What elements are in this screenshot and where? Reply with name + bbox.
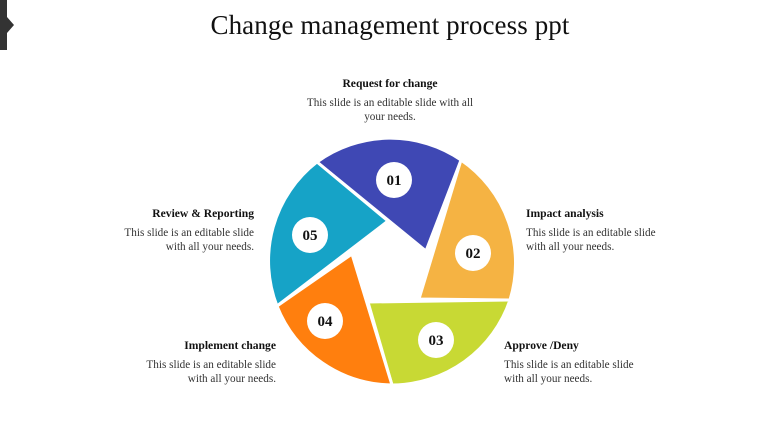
step-badge-03: 03: [418, 322, 454, 358]
step-03-heading: Approve /Deny: [504, 339, 579, 352]
step-04-heading: Implement change: [184, 339, 276, 352]
svg-text:02: 02: [466, 246, 481, 262]
step-03-description: This slide is an editable slide with all…: [504, 359, 634, 385]
svg-text:01: 01: [387, 173, 402, 189]
step-03-text: Approve /Deny This slide is an editable …: [504, 339, 654, 386]
svg-text:04: 04: [318, 314, 334, 330]
step-05-description: This slide is an editable slide with all…: [124, 227, 254, 253]
step-badge-02: 02: [455, 235, 491, 271]
slide-title: Change management process ppt: [210, 10, 570, 40]
step-01-text: Request for change This slide is an edit…: [300, 77, 480, 124]
segment-02: [417, 158, 518, 302]
svg-text:05: 05: [303, 228, 318, 244]
step-badge-05: 05: [292, 217, 328, 253]
step-badge-04: 04: [307, 303, 343, 339]
step-01-heading: Request for change: [342, 77, 438, 90]
segment-05: [267, 160, 390, 308]
svg-text:03: 03: [429, 333, 444, 349]
step-04-description: This slide is an editable slide with all…: [146, 359, 276, 385]
step-02-description: This slide is an editable slide with all…: [526, 227, 656, 253]
step-02-text: Impact analysis This slide is an editabl…: [526, 207, 676, 254]
step-01-description: This slide is an editable slide with all…: [306, 97, 474, 123]
slide-corner-marker: [0, 0, 14, 50]
step-badge-01: 01: [376, 162, 412, 198]
step-04-text: Implement change This slide is an editab…: [126, 339, 276, 386]
step-05-heading: Review & Reporting: [152, 207, 254, 220]
step-05-text: Review & Reporting This slide is an edit…: [104, 207, 254, 254]
step-02-heading: Impact analysis: [526, 207, 604, 220]
